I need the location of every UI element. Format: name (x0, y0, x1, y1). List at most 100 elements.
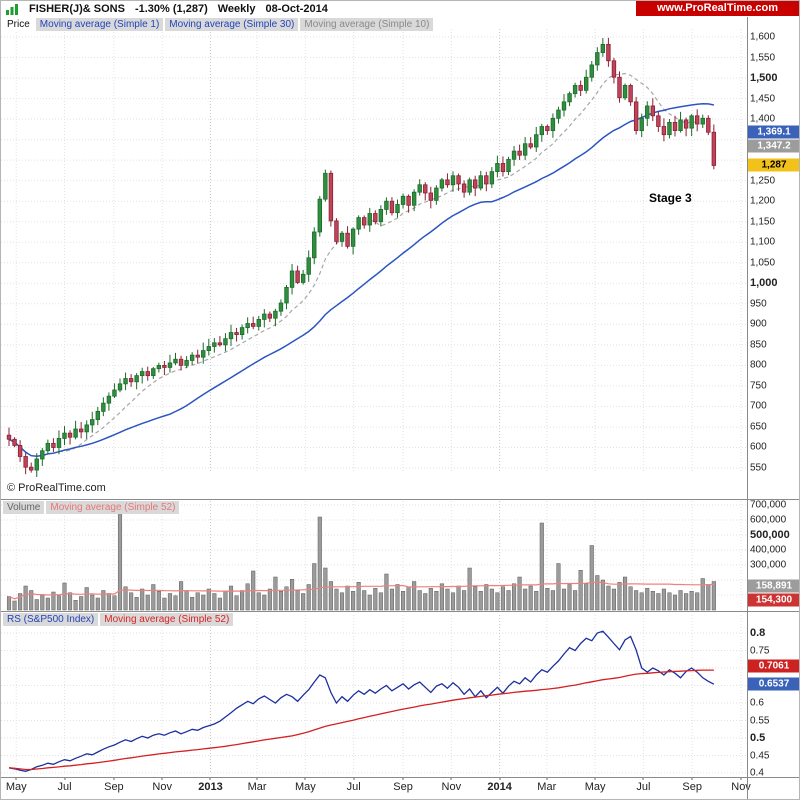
panel-separator (1, 499, 799, 500)
y-axis-label: 300,000 (750, 559, 787, 571)
rs-legend: RS (S&P500 Index) Moving average (Simple… (3, 613, 234, 626)
brand-link[interactable]: www.ProRealTime.com (636, 1, 799, 16)
y-axis-label: 1,250 (750, 175, 776, 187)
y-axis-label: 1,150 (750, 216, 776, 228)
x-axis-tick (209, 777, 211, 780)
y-axis-label: 0.55 (750, 715, 770, 726)
x-axis-tick (450, 777, 452, 780)
header: FISHER(J)& SONS -1.30% (1,287) Weekly 08… (1, 1, 799, 17)
x-axis-label: Jul (346, 781, 361, 793)
x-axis-tick (402, 777, 404, 780)
x-axis-tick (499, 777, 501, 780)
y-axis-label: 1,200 (750, 195, 776, 207)
y-axis-label: 0.4 (750, 767, 764, 779)
y-axis-label: 850 (750, 339, 767, 351)
y-axis-label: 1,550 (750, 52, 776, 64)
x-axis-label: May (294, 781, 316, 793)
logo-icon (6, 4, 18, 15)
watermark: © ProRealTime.com (7, 482, 106, 494)
x-axis-label: Sep (393, 781, 413, 793)
x-axis-tick (740, 777, 742, 780)
legend-item[interactable]: Moving average (Simple 52) (46, 501, 180, 514)
timeframe: Weekly (217, 3, 256, 15)
x-axis-tick (353, 777, 355, 780)
y-axis-label: 1,500 (750, 72, 778, 85)
volume-panel-label: Volume (3, 501, 45, 514)
rs-chart[interactable] (1, 611, 747, 777)
y-axis-label: 650 (750, 421, 767, 433)
x-axis-label: Jul (636, 781, 651, 793)
y-axis-label: 1,000 (750, 277, 778, 290)
y-axis-label: 750 (750, 380, 767, 392)
x-axis-line (1, 777, 799, 778)
legend-item[interactable]: Moving average (Simple 10) (300, 18, 434, 31)
y-axis-label: 400,000 (750, 544, 787, 556)
axis-value-badge: 1,369.1 (748, 125, 799, 139)
legend-item[interactable]: Moving average (Simple 30) (165, 18, 299, 31)
x-axis-tick (64, 777, 65, 780)
x-axis-label: May (584, 781, 606, 793)
x-axis-tick (594, 777, 596, 780)
x-axis-label: Nov (152, 781, 172, 793)
price-panel-label: Price (3, 18, 34, 31)
y-axis-label: 1,450 (750, 93, 776, 105)
axis-value-badge: 0.7061 (748, 659, 799, 673)
y-axis-label: 950 (750, 298, 767, 310)
y-axis-label: 0.6 (750, 697, 764, 709)
legend-item[interactable]: Moving average (Simple 1) (35, 18, 164, 31)
x-axis: May Jul Sep Nov 2013 Mar May Jul Sep Nov 2014 Mar Ma… (1, 777, 799, 799)
axis-value-badge: 158,891 (748, 579, 799, 593)
x-axis-label: Sep (682, 781, 702, 793)
x-axis-tick (642, 777, 644, 780)
axis-value-badge: 0.6537 (748, 677, 799, 691)
axis-value-badge: 1,287 (748, 158, 799, 172)
change-value: -1.30% (1,287) (134, 3, 208, 15)
y-axis-label: 600,000 (750, 514, 787, 526)
quote-date: 08-Oct-2014 (265, 3, 328, 15)
volume-chart[interactable] (1, 499, 747, 611)
x-axis-label: 2013 (198, 781, 223, 793)
x-axis-label: Jul (57, 781, 72, 793)
y-axis-label: 1,050 (750, 257, 776, 269)
x-axis-tick (304, 777, 306, 780)
y-axis-label: 550 (750, 462, 767, 474)
price-legend: Price Moving average (Simple 1) Moving av… (3, 18, 434, 31)
x-axis-tick (15, 777, 17, 780)
x-axis-label: Sep (104, 781, 124, 793)
panel-separator (1, 611, 799, 612)
y-axis-label: 0.45 (750, 750, 770, 761)
x-axis-label: Nov (731, 781, 751, 793)
rs-panel-label: RS (S&P500 Index) (3, 613, 99, 626)
y-axis-label: 0.8 (750, 627, 766, 639)
price-chart[interactable] (1, 17, 747, 499)
x-axis-tick (546, 777, 548, 780)
y-axis-label: 800 (750, 359, 767, 371)
ticker-name: FISHER(J)& SONS (29, 3, 125, 15)
x-axis-tick (256, 777, 258, 780)
legend-item[interactable]: Moving average (Simple 52) (100, 613, 234, 626)
stage-annotation: Stage 3 (649, 191, 692, 205)
x-axis-label: May (5, 781, 27, 793)
axis-value-badge: 1,347.2 (748, 139, 799, 153)
y-axis-label: 600 (750, 441, 767, 453)
y-axis-label: 900 (750, 318, 767, 330)
y-axis-label: 1,400 (750, 113, 776, 125)
y-axis-label: 700 (750, 400, 767, 412)
y-axis-label: 1,600 (750, 31, 776, 43)
x-axis-tick (691, 777, 693, 780)
x-axis-label: Nov (441, 781, 462, 793)
x-axis-tick (113, 777, 115, 780)
x-axis-label: Mar (537, 781, 557, 793)
x-axis-tick (161, 777, 163, 780)
axis-value-badge: 154,300 (748, 593, 799, 607)
x-axis-label: Mar (247, 781, 267, 793)
y-axis-separator (747, 17, 748, 799)
y-axis-label: 1,100 (750, 236, 776, 248)
volume-legend: Volume Moving average (Simple 52) (3, 501, 180, 514)
y-axis-label: 700,000 (750, 499, 787, 511)
y-axis-label: 500,000 (750, 529, 790, 541)
x-axis-label: 2014 (487, 781, 512, 793)
y-axis-label: 0.5 (750, 732, 766, 744)
y-axis-label: 0.75 (750, 645, 770, 656)
